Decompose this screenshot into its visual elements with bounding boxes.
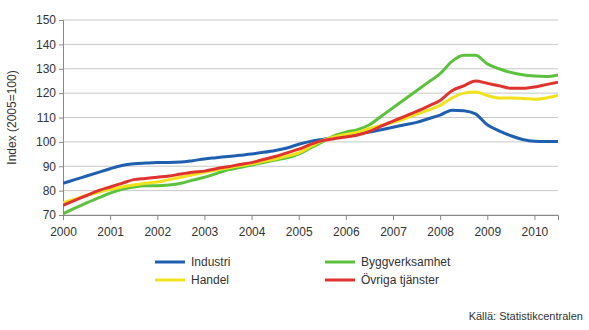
series-line (63, 92, 558, 203)
series-line (63, 81, 558, 205)
tick: 2009 (474, 215, 501, 239)
tick-label: 70 (43, 208, 57, 222)
grid-line (63, 166, 558, 167)
tick-label: 140 (36, 38, 56, 52)
grid-line (63, 44, 558, 45)
tick-mark (59, 166, 63, 167)
tick-mark (59, 142, 63, 143)
grid-line (63, 68, 558, 69)
tick: 140 (36, 38, 63, 52)
tick-mark (59, 118, 63, 119)
tick-mark (63, 215, 64, 220)
tick: 130 (36, 62, 63, 76)
tick-mark (59, 93, 63, 94)
tick: 110 (37, 111, 63, 125)
tick-label: 2006 (333, 225, 360, 239)
chart: 70 80 90 100 110 120 130 140 150 2000 2001 2002 2003… (0, 0, 589, 330)
legend-swatch (325, 261, 355, 264)
legend-label: Byggverksamhet (361, 255, 451, 269)
tick: 100 (36, 135, 63, 149)
grid-line (63, 117, 558, 118)
tick-label: 2004 (239, 225, 266, 239)
series-line (63, 55, 558, 213)
tick: 2004 (239, 215, 266, 239)
axis-line (59, 21, 64, 216)
tick-label: 2000 (50, 225, 77, 239)
tick: 2000 (50, 215, 77, 239)
tick-mark (110, 215, 111, 220)
tick-label: 100 (36, 135, 56, 149)
grid-line (63, 190, 558, 191)
y-axis: 70 80 90 100 110 120 130 140 150 (36, 13, 64, 222)
tick-mark (59, 191, 63, 192)
tick-label: 110 (37, 111, 56, 125)
tick-label: 130 (36, 62, 56, 76)
tick-label: 2007 (380, 225, 407, 239)
tick: 2005 (286, 215, 313, 239)
tick-label: 2001 (97, 225, 124, 239)
tick-label: 2003 (192, 225, 219, 239)
tick-mark (59, 20, 63, 21)
tick: 70 (43, 208, 63, 222)
tick: 150 (36, 13, 63, 27)
tick: 2008 (427, 215, 454, 239)
legend-label: Övriga tjänster (361, 273, 439, 287)
grid-line (63, 20, 558, 21)
tick-label: 90 (43, 160, 57, 174)
legend-swatch (155, 261, 185, 264)
axis-line (64, 216, 559, 221)
x-axis: 2000 2001 2002 2003 2004 2005 2006 2007 2008 2009… (50, 215, 558, 239)
tick: 2010 (522, 215, 549, 239)
axis-title: Index (2005=100) (5, 70, 19, 164)
tick-mark (534, 215, 535, 220)
tick-mark (440, 215, 441, 220)
source: Källä: Statistikcentralen (469, 310, 583, 322)
tick: 90 (43, 160, 63, 174)
legend-swatch (325, 279, 355, 282)
tick-label: 80 (43, 184, 57, 198)
legend-label: Handel (191, 273, 229, 287)
tick-label: 2002 (144, 225, 171, 239)
tick: 2002 (144, 215, 171, 239)
tick-mark (346, 215, 347, 220)
tick-label: 150 (36, 13, 56, 27)
legend-label: Industri (191, 255, 230, 269)
tick-mark (204, 215, 205, 220)
tick-mark (487, 215, 488, 220)
tick: 2001 (97, 215, 124, 239)
tick-mark (59, 69, 63, 70)
tick-mark (157, 215, 158, 220)
tick-mark (252, 215, 253, 220)
legend-swatch (155, 279, 185, 282)
lines (63, 55, 558, 213)
tick-label: 2008 (427, 225, 454, 239)
tick: 2003 (192, 215, 219, 239)
tick: 120 (36, 86, 63, 100)
tick-label: 2009 (474, 225, 501, 239)
tick: 2007 (380, 215, 407, 239)
tick-label: 120 (36, 86, 56, 100)
tick: 80 (43, 184, 63, 198)
tick-label: 2005 (286, 225, 313, 239)
tick: 2006 (333, 215, 360, 239)
legend: Industri Byggverksamhet Handel Övriga tjäns… (155, 255, 451, 287)
tick-mark (393, 215, 394, 220)
tick-label: 2010 (522, 225, 549, 239)
tick-mark (59, 44, 63, 45)
tick-mark (59, 215, 63, 216)
tick-mark (299, 215, 300, 220)
grid (63, 20, 558, 215)
